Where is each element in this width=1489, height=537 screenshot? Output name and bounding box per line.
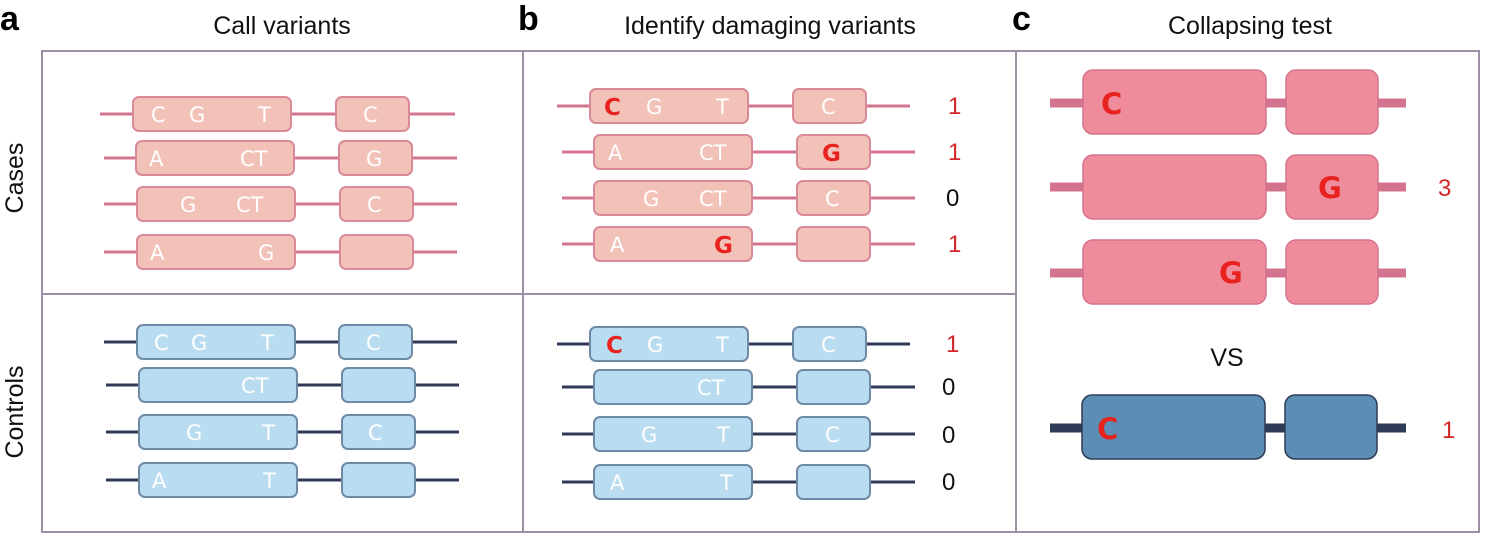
gene-row: C G T C 1 [557,326,959,362]
base-label: G [641,423,657,447]
collapsed-gene-row: G [1050,154,1406,220]
base-label: C [825,187,840,211]
base-label: CT [697,376,725,400]
base-label: CT [699,141,727,165]
base-label: T [261,421,275,445]
panel-letter-a: a [0,0,20,38]
base-label: T [716,423,730,447]
base-label: C [363,103,378,127]
base-label: G [647,333,663,357]
damaging-count: 1 [948,139,961,166]
gene-row: CT 0 [562,369,955,405]
gene-row: A G [104,234,457,270]
base-label: C [821,333,836,357]
damaging-base-label: G [1318,171,1342,205]
base-label: G [180,193,196,217]
damaging-count: 1 [948,231,961,258]
panel-frame [41,50,1480,533]
collapsed-gene-row: C [1050,69,1406,135]
base-label: G [366,147,382,171]
damaging-count: 1 [946,331,959,358]
panel-b-controls: C G T C 1 CT 0 G T C 0 A T 0 [557,326,959,500]
controls-collapsed-count: 1 [1442,417,1455,444]
base-label: T [257,103,271,127]
base-label: C [821,95,836,119]
base-label: C [368,421,383,445]
damaging-base-label: G [714,233,733,259]
base-label: T [715,333,729,357]
frame-outer [41,50,1480,533]
gene-row: A CT G 1 [562,134,961,170]
panel-c-cases: C G G 3 [1050,69,1451,305]
base-label: G [191,331,207,355]
panel-title-b: Identify damaging variants [624,12,916,40]
gene-row: A T [106,462,459,498]
panel-a-controls: C G T C CT G T C A T [104,324,459,498]
gene-row: G CT C 0 [562,180,959,216]
gene-row: A CT G [104,140,457,176]
gene-row: G T C 0 [562,416,955,452]
base-label: T [715,95,729,119]
base-label: C [366,331,381,355]
damaging-base-label: C [604,95,621,121]
base-label: CT [699,187,727,211]
base-label: C [825,423,840,447]
row-label-controls: Controls [1,365,29,458]
base-label: A [610,233,625,257]
collapsed-gene-row: C [1050,394,1406,460]
damaging-count: 0 [942,374,955,401]
panel-a-cases: C G T C A CT G G CT C A G [100,96,457,270]
panel-title-c: Collapsing test [1168,12,1332,40]
damaging-count: 1 [948,93,961,120]
gene-row: G CT C [104,186,457,222]
damaging-count: 0 [942,422,955,449]
base-label: T [262,469,276,493]
vs-label: VS [1210,344,1243,372]
gene-row: A T 0 [562,464,955,500]
gene-row: C G T C [104,324,457,360]
base-label: A [149,147,164,171]
base-label: CT [236,193,264,217]
base-label: A [610,471,625,495]
base-label: CT [241,374,269,398]
base-label: G [646,95,662,119]
base-label: T [719,471,733,495]
base-label: G [189,103,205,127]
gene-row: G T C [106,414,459,450]
cases-collapsed-count: 3 [1438,175,1451,202]
base-label: T [260,331,274,355]
damaging-base-label: G [822,141,841,167]
panel-b-cases: C G T C 1 A CT G 1 G CT C 0 A [557,88,961,262]
base-label: A [152,469,167,493]
panel-title-a: Call variants [213,12,351,40]
base-label: G [258,241,274,265]
base-label: CT [240,147,268,171]
gene-row: A G 1 [562,226,961,262]
collapsed-gene-row: G [1050,239,1406,305]
base-label: C [151,103,166,127]
panel-c-controls: C 1 [1050,394,1455,460]
damaging-base-label: C [606,333,623,359]
panel-letter-c: c [1012,0,1031,38]
base-label: G [643,187,659,211]
row-label-cases: Cases [1,143,29,214]
base-label: C [367,193,382,217]
damaging-count: 0 [946,185,959,212]
gene-row: C G T C [100,96,455,132]
damaging-base-label: C [1097,412,1118,446]
damaging-base-label: C [1101,87,1122,121]
base-label: A [150,241,165,265]
base-label: C [154,331,169,355]
gene-row: C G T C 1 [557,88,961,124]
damaging-count: 0 [942,469,955,496]
base-label: A [608,141,623,165]
base-label: G [186,421,202,445]
damaging-base-label: G [1219,256,1243,290]
panel-letter-b: b [518,0,539,38]
gene-row: CT [106,367,459,403]
